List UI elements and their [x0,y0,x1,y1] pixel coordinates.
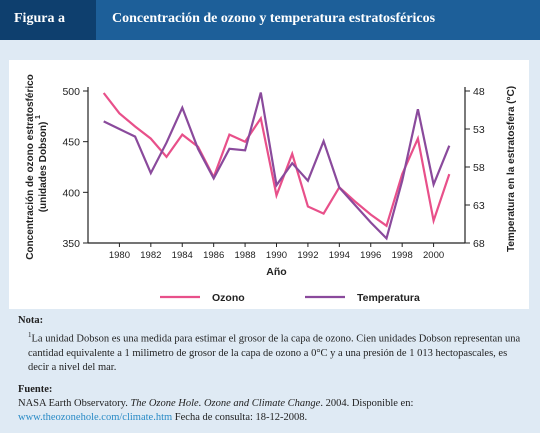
figure-tab: Figura a [0,0,96,40]
figure-label: Figura a [14,11,65,26]
legend-label-temperatura: Temperatura [357,292,420,304]
source-link[interactable]: www.theozonehole.com/climate.htm [18,411,173,423]
source-title: Fuente: [18,383,53,395]
left-axis-unit: (unidades Dobson) [38,122,49,213]
left-axis-mark: 1 [35,115,42,119]
left-tick-label: 400 [62,187,80,199]
left-axis-title: Concentración de ozono estratosférico [25,74,36,260]
chart-panel [9,60,529,309]
source-body: NASA Earth Observatory. The Ozone Hole. … [18,397,530,425]
note-mark: 1 [28,331,32,339]
left-tick-label: 450 [62,137,80,149]
x-tick-label: 1982 [140,250,161,261]
note-text: La unidad Dobson es una medida para esti… [28,333,521,373]
source-prefix: NASA Earth Observatory. [18,397,128,409]
x-tick-label: 1984 [172,250,193,261]
legend-label-ozono: Ozono [212,292,245,304]
source-date: Fecha de consulta: 18-12-2008. [174,411,308,423]
notes-section: Nota: 1La unidad Dobson es una medida pa… [18,314,530,425]
note-title: Nota: [18,315,44,326]
x-tick-label: 1992 [297,250,318,261]
right-tick-label: 63 [473,200,485,212]
series-line-ozono [102,92,451,228]
figure-header: Figura a Concentración de ozono y temper… [0,0,540,40]
x-tick-label: 1988 [235,250,256,261]
note-body: 1La unidad Dobson es una medida para est… [18,328,530,375]
right-axis-title: Temperatura en la estratosfera (°C) [506,86,517,252]
x-tick-label: 1998 [392,250,413,261]
right-tick-label: 58 [473,162,485,174]
x-tick-label: 2000 [423,250,444,261]
x-tick-label: 1994 [329,250,350,261]
x-tick-label: 1980 [109,250,130,261]
x-tick-label: 1996 [360,250,381,261]
x-tick-label: 1986 [203,250,224,261]
left-tick-label: 500 [62,86,80,98]
right-tick-label: 68 [473,238,485,250]
x-axis-title: Año [266,266,286,278]
series-line-temperatura [103,92,451,241]
figure-title: Concentración de ozono y temperatura est… [112,11,436,26]
right-tick-label: 53 [473,124,485,136]
source-year: . 2004. Disponible en: [320,397,414,409]
x-tick-label: 1990 [266,250,287,261]
right-tick-label: 48 [473,86,485,98]
left-tick-label: 350 [62,238,80,250]
source-italic: The Ozone Hole. Ozone and Climate Change [130,397,321,409]
